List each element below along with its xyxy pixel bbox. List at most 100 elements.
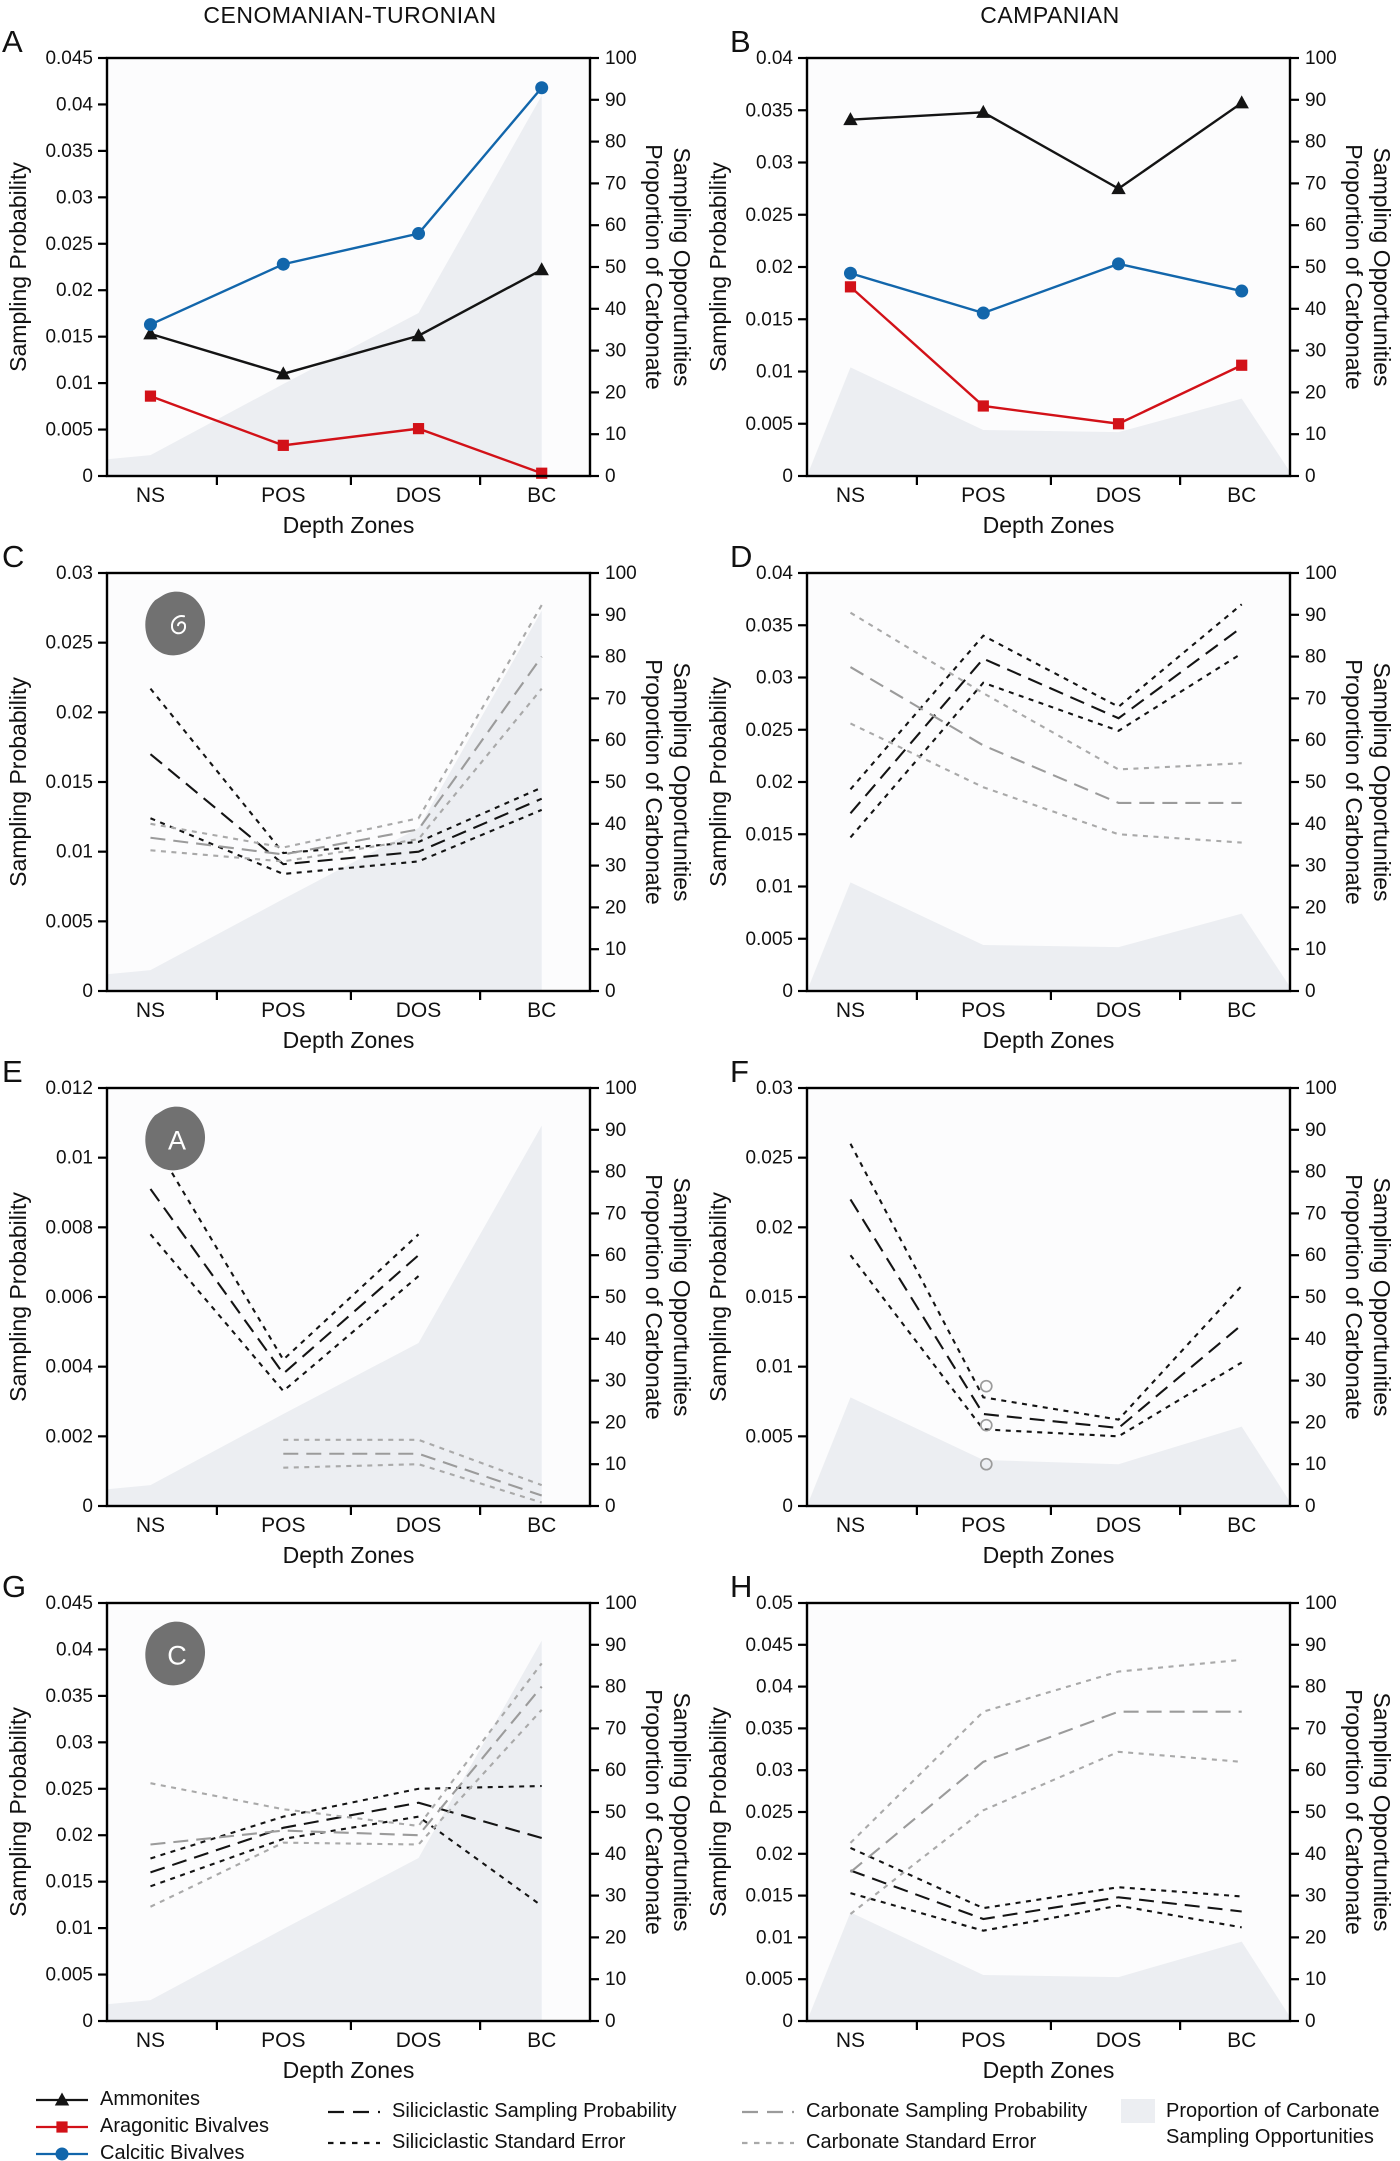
svg-text:0.04: 0.04 bbox=[756, 1677, 793, 1698]
svg-text:0.03: 0.03 bbox=[56, 563, 93, 584]
svg-text:0.01: 0.01 bbox=[756, 1927, 793, 1948]
svg-text:0.025: 0.025 bbox=[745, 1802, 793, 1823]
svg-text:80: 80 bbox=[1305, 132, 1326, 153]
series bbox=[850, 1869, 1242, 1921]
x-tick-DOS: DOS bbox=[396, 999, 442, 1022]
panel-E: 0 0.002 0.004 0.006 0.008 0.01 0.012 0 10 20 30 40 5… bbox=[0, 1054, 700, 1570]
panel-letter: C bbox=[2, 543, 24, 574]
y-right-title-line1: Proportion of Carbonate bbox=[1341, 659, 1367, 905]
svg-text:50: 50 bbox=[605, 1287, 626, 1308]
svg-text:80: 80 bbox=[605, 647, 626, 668]
chart-panel-C: 0 0.005 0.01 0.015 0.02 0.025 0.03 0 10 20 30 40 50 6… bbox=[2, 539, 695, 1053]
svg-text:50: 50 bbox=[605, 772, 626, 793]
x-tick-NS: NS bbox=[836, 999, 865, 1022]
x-tick-DOS: DOS bbox=[396, 484, 442, 507]
series bbox=[150, 1784, 542, 1860]
svg-text:50: 50 bbox=[1305, 257, 1326, 278]
x-axis-title: Depth Zones bbox=[283, 512, 415, 538]
svg-text:40: 40 bbox=[605, 1844, 626, 1865]
svg-text:40: 40 bbox=[605, 299, 626, 320]
x-tick-DOS: DOS bbox=[1096, 2029, 1142, 2052]
svg-text:60: 60 bbox=[605, 730, 626, 751]
panel-letter: F bbox=[730, 1058, 749, 1089]
svg-text:90: 90 bbox=[1305, 90, 1326, 111]
y-right-title-line1: Proportion of Carbonate bbox=[1341, 1689, 1367, 1935]
series bbox=[849, 1198, 1243, 1430]
series bbox=[850, 1892, 1242, 1932]
svg-text:0.035: 0.035 bbox=[745, 1718, 793, 1739]
svg-text:0.01: 0.01 bbox=[56, 842, 93, 863]
series bbox=[150, 808, 543, 876]
svg-text:0: 0 bbox=[1305, 1496, 1316, 1517]
svg-text:0.045: 0.045 bbox=[745, 1635, 793, 1656]
x-tick-NS: NS bbox=[836, 1514, 865, 1537]
svg-text:10: 10 bbox=[1305, 1969, 1326, 1990]
svg-text:0.045: 0.045 bbox=[45, 48, 93, 69]
svg-text:0.03: 0.03 bbox=[756, 153, 793, 174]
svg-text:10: 10 bbox=[605, 939, 626, 960]
line-style-icon bbox=[328, 2141, 380, 2144]
carbonate-opportunities-area bbox=[807, 1912, 1290, 2021]
svg-text:0: 0 bbox=[82, 981, 93, 1002]
svg-text:0.01: 0.01 bbox=[56, 1918, 93, 1939]
svg-text:0.025: 0.025 bbox=[745, 1148, 793, 1169]
svg-text:100: 100 bbox=[605, 48, 637, 69]
chart-panel-B: 0 0.005 0.01 0.015 0.02 0.025 0.03 0.035 0.04 0 10… bbox=[705, 24, 1395, 538]
svg-text:90: 90 bbox=[1305, 1635, 1326, 1656]
panel-letter: G bbox=[2, 1573, 26, 1604]
panel-G: 0 0.005 0.01 0.015 0.02 0.025 0.03 0.035 0.04 0.0… bbox=[0, 1569, 700, 2085]
series bbox=[143, 262, 549, 380]
svg-text:90: 90 bbox=[605, 605, 626, 626]
svg-text:0.035: 0.035 bbox=[745, 100, 793, 121]
svg-text:60: 60 bbox=[1305, 1245, 1326, 1266]
svg-text:100: 100 bbox=[605, 563, 637, 584]
svg-text:0: 0 bbox=[605, 466, 616, 487]
x-tick-POS: POS bbox=[261, 2029, 305, 2052]
svg-text:0.04: 0.04 bbox=[56, 94, 93, 115]
svg-text:0.035: 0.035 bbox=[745, 615, 793, 636]
svg-text:90: 90 bbox=[1305, 605, 1326, 626]
carbonate-opportunities-area bbox=[107, 610, 542, 991]
svg-text:0.045: 0.045 bbox=[45, 1593, 93, 1614]
blob-letter-c-icon: C bbox=[145, 1621, 206, 1686]
svg-text:50: 50 bbox=[605, 257, 626, 278]
panel-H: 0 0.005 0.01 0.015 0.02 0.025 0.03 0.035 0.04 0.0… bbox=[700, 1569, 1400, 2085]
svg-text:80: 80 bbox=[1305, 1677, 1326, 1698]
carbonate-opportunities-area bbox=[807, 367, 1290, 476]
series bbox=[144, 390, 548, 479]
x-tick-NS: NS bbox=[136, 999, 165, 1022]
x-axis-title: Depth Zones bbox=[983, 2057, 1115, 2083]
x-tick-BC: BC bbox=[1227, 2029, 1256, 2052]
svg-text:30: 30 bbox=[605, 1886, 626, 1907]
svg-text:0: 0 bbox=[782, 981, 793, 1002]
svg-text:0: 0 bbox=[782, 1496, 793, 1517]
svg-text:50: 50 bbox=[605, 1802, 626, 1823]
svg-text:70: 70 bbox=[1305, 173, 1326, 194]
svg-text:70: 70 bbox=[1305, 688, 1326, 709]
legend-item: Proportion of Carbonate Sampling Opportun… bbox=[1120, 2098, 1379, 2150]
svg-text:0.05: 0.05 bbox=[756, 1593, 793, 1614]
svg-text:0.035: 0.035 bbox=[45, 1686, 93, 1707]
svg-text:70: 70 bbox=[605, 688, 626, 709]
triangle-marker-icon bbox=[36, 2092, 88, 2105]
y-right-title-line2: Sampling Opportunities bbox=[669, 147, 695, 386]
svg-text:0.04: 0.04 bbox=[756, 48, 793, 69]
svg-text:0.02: 0.02 bbox=[56, 1825, 93, 1846]
series bbox=[844, 281, 1248, 430]
x-tick-BC: BC bbox=[527, 484, 556, 507]
x-axis-title: Depth Zones bbox=[283, 1542, 415, 1568]
y-right-title-line2: Sampling Opportunities bbox=[1369, 1692, 1395, 1931]
svg-text:30: 30 bbox=[605, 856, 626, 877]
svg-text:0.005: 0.005 bbox=[745, 414, 793, 435]
y-right-title-line2: Sampling Opportunities bbox=[669, 662, 695, 901]
svg-text:0.04: 0.04 bbox=[756, 563, 793, 584]
svg-text:20: 20 bbox=[1305, 1927, 1326, 1948]
svg-text:0.008: 0.008 bbox=[45, 1217, 93, 1238]
svg-text:0.01: 0.01 bbox=[756, 877, 793, 898]
svg-text:0: 0 bbox=[605, 1496, 616, 1517]
chart-panel-G: 0 0.005 0.01 0.015 0.02 0.025 0.03 0.035 0.04 0.0… bbox=[2, 1569, 695, 2083]
svg-text:70: 70 bbox=[605, 173, 626, 194]
svg-text:0: 0 bbox=[1305, 981, 1316, 1002]
x-tick-POS: POS bbox=[961, 2029, 1005, 2052]
svg-text:30: 30 bbox=[605, 341, 626, 362]
